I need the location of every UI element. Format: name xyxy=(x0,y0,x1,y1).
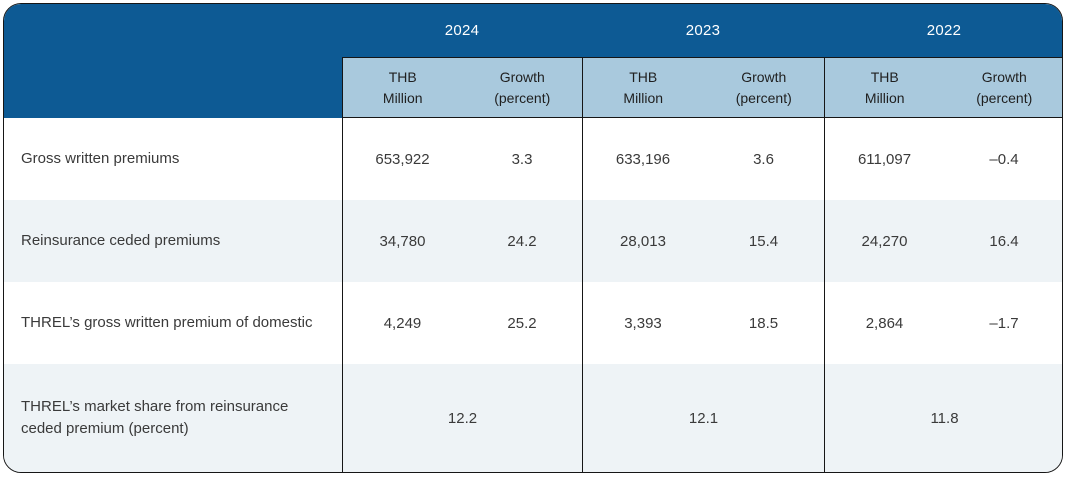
subheader-group-2024: THB Million Growth (percent) xyxy=(342,57,582,118)
subheader-growth-2022: Growth (percent) xyxy=(976,69,1033,106)
value-thb: 633,196 xyxy=(582,118,703,200)
subheader-thb-2024: THB Million xyxy=(382,69,423,106)
value-growth: –1.7 xyxy=(989,314,1019,332)
value-growth: 15.4 xyxy=(703,200,824,282)
value-span: 11.8 xyxy=(824,364,1062,472)
value-thb: 611,097 xyxy=(824,118,944,200)
header-corner-cell xyxy=(4,4,342,118)
value-thb: 28,013 xyxy=(582,200,703,282)
value-growth: 25.2 xyxy=(507,314,537,332)
subheader-growth-2023: Growth (percent) xyxy=(735,69,792,106)
subheader-group-2023: THB Million Growth (percent) xyxy=(582,57,824,118)
row-label: Reinsurance ceded premiums xyxy=(4,200,342,282)
value-growth: 18.5 xyxy=(748,314,779,332)
subheader-thb-2022: THB Million xyxy=(864,69,905,106)
premiums-table-card: 2024 2023 2022 THB Million Growth (perce… xyxy=(3,3,1063,473)
row-label: THREL’s gross written premium of domesti… xyxy=(21,313,313,331)
value-growth: 3.6 xyxy=(753,150,774,168)
year-header-2022: 2022 xyxy=(824,4,1062,57)
value-span: 12.1 xyxy=(582,364,824,472)
value-growth: 16.4 xyxy=(944,200,1062,282)
subheader-growth-2024: Growth (percent) xyxy=(494,69,551,106)
value-growth: 3.3 xyxy=(511,150,533,168)
value-growth: 24.2 xyxy=(462,200,582,282)
value-thb: 34,780 xyxy=(342,200,462,282)
value-thb: 653,922 xyxy=(342,118,462,200)
year-header-2024: 2024 xyxy=(342,4,582,57)
row-label: THREL’s market share from reinsurance ce… xyxy=(4,364,342,472)
value-thb: 4,249 xyxy=(342,282,462,364)
value-span: 12.2 xyxy=(342,364,582,472)
premiums-table: 2024 2023 2022 THB Million Growth (perce… xyxy=(4,4,1062,472)
subheader-group-2022: THB Million Growth (percent) xyxy=(824,57,1062,118)
value-thb: 3,393 xyxy=(582,282,703,364)
row-label: Gross written premiums xyxy=(21,149,180,167)
value-thb: 2,864 xyxy=(824,282,944,364)
value-growth: –0.4 xyxy=(989,150,1019,168)
subheader-thb-2023: THB Million xyxy=(623,69,664,106)
value-thb: 24,270 xyxy=(824,200,944,282)
year-header-2023: 2023 xyxy=(582,4,824,57)
